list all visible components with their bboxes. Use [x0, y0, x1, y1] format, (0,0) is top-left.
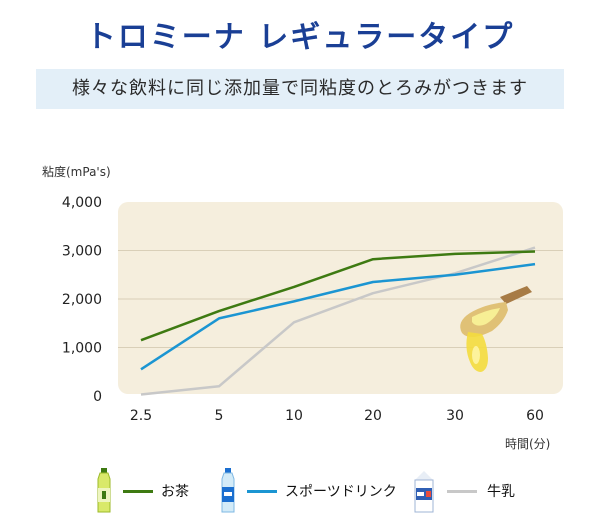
y-tick-label: 1,000 [62, 341, 102, 357]
x-tick-label: 60 [526, 408, 544, 424]
legend-label: 牛乳 [487, 484, 515, 500]
x-tick-label: 30 [446, 408, 464, 424]
series-line-1 [140, 262, 536, 371]
viscosity-line-chart: 粘度(mPa's) 0 1,000 2,000 3,000 4,000 2.5 5 10 20… [42, 164, 563, 451]
legend-item-green-tea: お茶 [93, 466, 213, 516]
gridlines [118, 250, 563, 348]
x-tick-label: 20 [364, 408, 382, 424]
series-line-2 [140, 246, 536, 396]
legend-item-sports-drink: スポーツドリンク [217, 466, 407, 516]
plot-background [118, 202, 563, 394]
green-tea-bottle-icon [97, 468, 111, 513]
series-lines [140, 246, 536, 396]
y-tick-label: 4,000 [62, 195, 102, 211]
x-tick-label: 10 [285, 408, 303, 424]
thickened-liquid-spoon-icon [460, 286, 532, 372]
y-tick-label: 2,000 [62, 292, 102, 308]
legend-swatch [123, 490, 153, 493]
milk-carton-icon [414, 471, 434, 513]
x-axis-label: 時間(分) [505, 437, 550, 451]
legend-swatch [447, 490, 477, 493]
legend-label: お茶 [161, 484, 189, 500]
legend-item-milk: 牛乳 [411, 466, 531, 516]
subtitle-banner: 様々な飲料に同じ添加量で同粘度のとろみがつきます [36, 69, 564, 109]
chart-legend: お茶 スポーツドリンク 牛乳 [0, 466, 600, 516]
y-axis-label: 粘度(mPa's) [42, 164, 111, 179]
y-axis-ticks: 0 1,000 2,000 3,000 4,000 [62, 195, 102, 405]
sports-drink-bottle-icon [221, 468, 235, 513]
legend-swatch [247, 490, 277, 493]
y-tick-label: 3,000 [62, 244, 102, 260]
x-tick-label: 5 [215, 408, 224, 424]
y-tick-label: 0 [93, 389, 102, 405]
x-axis-ticks: 2.5 5 10 20 30 60 [130, 408, 544, 424]
x-tick-label: 2.5 [130, 408, 152, 424]
series-line-0 [140, 250, 536, 342]
page-title: トロミーナ レギュラータイプ [85, 20, 515, 55]
legend-label: スポーツドリンク [285, 484, 397, 500]
